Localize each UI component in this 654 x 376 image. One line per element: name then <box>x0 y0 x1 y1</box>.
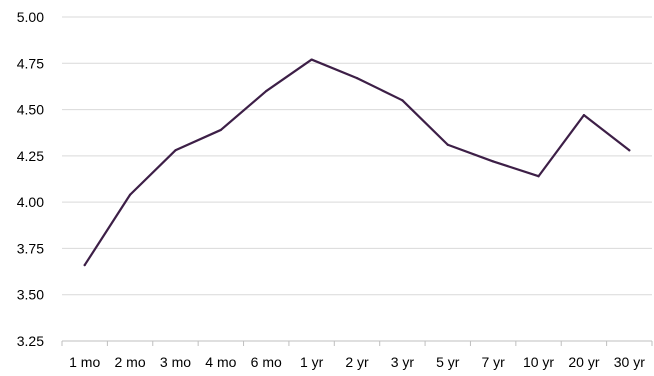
data-point <box>492 160 495 163</box>
y-tick-label: 4.25 <box>17 148 44 164</box>
series-group <box>83 58 631 267</box>
x-tick-label: 1 yr <box>300 354 324 370</box>
gridlines <box>62 16 652 296</box>
y-tick-label: 4.50 <box>17 102 44 118</box>
data-point <box>310 58 313 61</box>
y-tick-label: 4.75 <box>17 55 44 71</box>
data-point <box>582 114 586 117</box>
x-tick-label: 30 yr <box>614 354 645 370</box>
x-tick-label: 7 yr <box>481 354 505 370</box>
y-tick-label: 4.00 <box>17 194 44 210</box>
y-tick-label: 3.50 <box>17 287 44 303</box>
data-point <box>401 99 404 102</box>
data-point <box>83 263 86 267</box>
x-tick-label: 1 mo <box>69 354 100 370</box>
data-point <box>537 175 540 178</box>
y-tick-label: 3.75 <box>17 240 44 256</box>
x-axis: 1 mo 2 mo 3 mo 4 mo 6 mo 1 yr 2 yr 3 yr 5 yr 7 yr… <box>61 340 653 370</box>
x-tick-label: 2 yr <box>345 354 369 370</box>
data-point <box>446 143 449 146</box>
series-line <box>83 58 631 267</box>
y-tick-label: 5.00 <box>17 9 44 25</box>
x-tick-label: 20 yr <box>568 354 599 370</box>
y-axis: 3.25 3.50 3.75 4.00 4.25 4.50 4.75 5.00 <box>17 9 44 349</box>
x-tick-label: 3 mo <box>160 354 191 370</box>
data-point <box>628 149 631 152</box>
x-tick-label: 2 mo <box>115 354 146 370</box>
x-tick-label: 6 mo <box>251 354 282 370</box>
data-point <box>265 89 268 93</box>
x-tick-label: 10 yr <box>523 354 554 370</box>
data-point <box>355 76 359 80</box>
data-point <box>174 149 177 152</box>
data-point <box>128 193 132 196</box>
x-tick-label: 5 yr <box>436 354 460 370</box>
y-tick-label: 3.25 <box>17 333 44 349</box>
data-point <box>219 128 222 132</box>
x-tick-label: 3 yr <box>391 354 415 370</box>
x-tick-label: 4 mo <box>205 354 236 370</box>
